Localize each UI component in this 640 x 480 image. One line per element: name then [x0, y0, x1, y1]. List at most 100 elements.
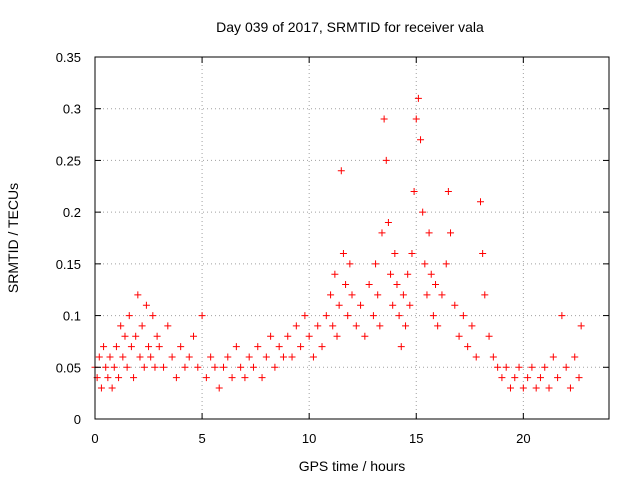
- y-tick-label: 0: [74, 412, 81, 427]
- data-point: [417, 136, 425, 144]
- data-point: [339, 250, 347, 258]
- data-point: [119, 353, 127, 361]
- x-axis-label: GPS time / hours: [299, 458, 406, 474]
- data-point: [348, 291, 356, 299]
- data-point: [271, 363, 279, 371]
- y-tick-label: 0.15: [56, 257, 81, 272]
- data-point: [395, 312, 403, 320]
- data-points: [91, 94, 585, 392]
- data-point: [562, 363, 570, 371]
- data-point: [549, 353, 557, 361]
- data-point: [232, 343, 240, 351]
- data-point: [142, 301, 150, 309]
- y-tick-label: 0.1: [63, 309, 81, 324]
- y-tick-label: 0.2: [63, 205, 81, 220]
- data-point: [380, 115, 388, 123]
- data-point: [181, 363, 189, 371]
- data-point: [352, 322, 360, 330]
- y-axis-label: SRMTID / TECUs: [5, 183, 21, 293]
- data-point: [228, 374, 236, 382]
- data-point: [115, 374, 123, 382]
- data-point: [121, 332, 129, 340]
- data-point: [202, 374, 210, 382]
- data-point: [489, 353, 497, 361]
- data-point: [288, 353, 296, 361]
- data-point: [127, 343, 135, 351]
- data-point: [479, 250, 487, 258]
- data-point: [571, 353, 579, 361]
- y-tick-label: 0.35: [56, 50, 81, 65]
- data-point: [123, 363, 131, 371]
- data-point: [468, 322, 476, 330]
- data-point: [322, 312, 330, 320]
- data-point: [532, 384, 540, 392]
- data-point: [140, 363, 148, 371]
- data-point: [387, 270, 395, 278]
- data-point: [155, 343, 163, 351]
- data-point: [391, 250, 399, 258]
- data-point: [554, 374, 562, 382]
- data-point: [237, 363, 245, 371]
- data-point: [130, 374, 138, 382]
- data-point: [100, 343, 108, 351]
- data-point: [104, 374, 112, 382]
- data-point: [376, 322, 384, 330]
- data-point: [164, 322, 172, 330]
- data-point: [297, 343, 305, 351]
- data-point: [444, 187, 452, 195]
- data-point: [224, 353, 232, 361]
- data-point: [393, 281, 401, 289]
- data-point: [151, 363, 159, 371]
- data-point: [314, 322, 322, 330]
- y-tick-label: 0.3: [63, 102, 81, 117]
- data-point: [262, 353, 270, 361]
- data-point: [145, 343, 153, 351]
- data-point: [309, 353, 317, 361]
- tick-labels: 0 0.05 0.1 0.15 0.2 0.25 0.3 0.35 0 5 10 15 20: [56, 50, 531, 446]
- data-point: [318, 343, 326, 351]
- data-point: [357, 301, 365, 309]
- data-point: [455, 332, 463, 340]
- data-point: [134, 291, 142, 299]
- data-point: [472, 353, 480, 361]
- data-point: [284, 332, 292, 340]
- data-point: [402, 322, 410, 330]
- data-point: [147, 353, 155, 361]
- x-tick-label: 0: [91, 431, 98, 446]
- y-tick-label: 0.05: [56, 360, 81, 375]
- data-point: [410, 187, 418, 195]
- data-point: [168, 353, 176, 361]
- data-point: [95, 353, 103, 361]
- data-point: [138, 322, 146, 330]
- data-point: [419, 208, 427, 216]
- x-tick-label: 15: [409, 431, 423, 446]
- data-point: [344, 312, 352, 320]
- data-point: [220, 363, 227, 371]
- data-point: [519, 384, 527, 392]
- data-point: [558, 312, 566, 320]
- data-point: [477, 198, 484, 206]
- data-point: [301, 312, 309, 320]
- data-point: [337, 167, 345, 175]
- data-point: [502, 363, 510, 371]
- data-point: [506, 384, 514, 392]
- x-tick-label: 5: [198, 431, 205, 446]
- data-point: [384, 218, 392, 226]
- data-point: [110, 363, 118, 371]
- data-point: [414, 94, 422, 102]
- data-point: [153, 332, 161, 340]
- data-point: [125, 312, 133, 320]
- chart-title: Day 039 of 2017, SRMTID for receiver val…: [216, 19, 484, 35]
- data-point: [136, 353, 144, 361]
- data-point: [566, 384, 574, 392]
- data-point: [102, 363, 110, 371]
- data-point: [382, 156, 390, 164]
- data-point: [423, 291, 431, 299]
- data-point: [494, 363, 502, 371]
- data-point: [215, 384, 223, 392]
- data-point: [498, 374, 506, 382]
- data-point: [245, 353, 253, 361]
- data-point: [397, 343, 405, 351]
- data-point: [331, 270, 339, 278]
